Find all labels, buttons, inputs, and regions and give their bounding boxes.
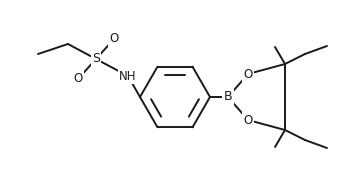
Text: NH: NH bbox=[119, 69, 137, 82]
Text: B: B bbox=[224, 90, 232, 104]
Text: O: O bbox=[74, 73, 83, 86]
Text: S: S bbox=[92, 53, 100, 66]
Text: O: O bbox=[243, 68, 253, 81]
Text: O: O bbox=[109, 33, 119, 46]
Text: O: O bbox=[243, 113, 253, 126]
